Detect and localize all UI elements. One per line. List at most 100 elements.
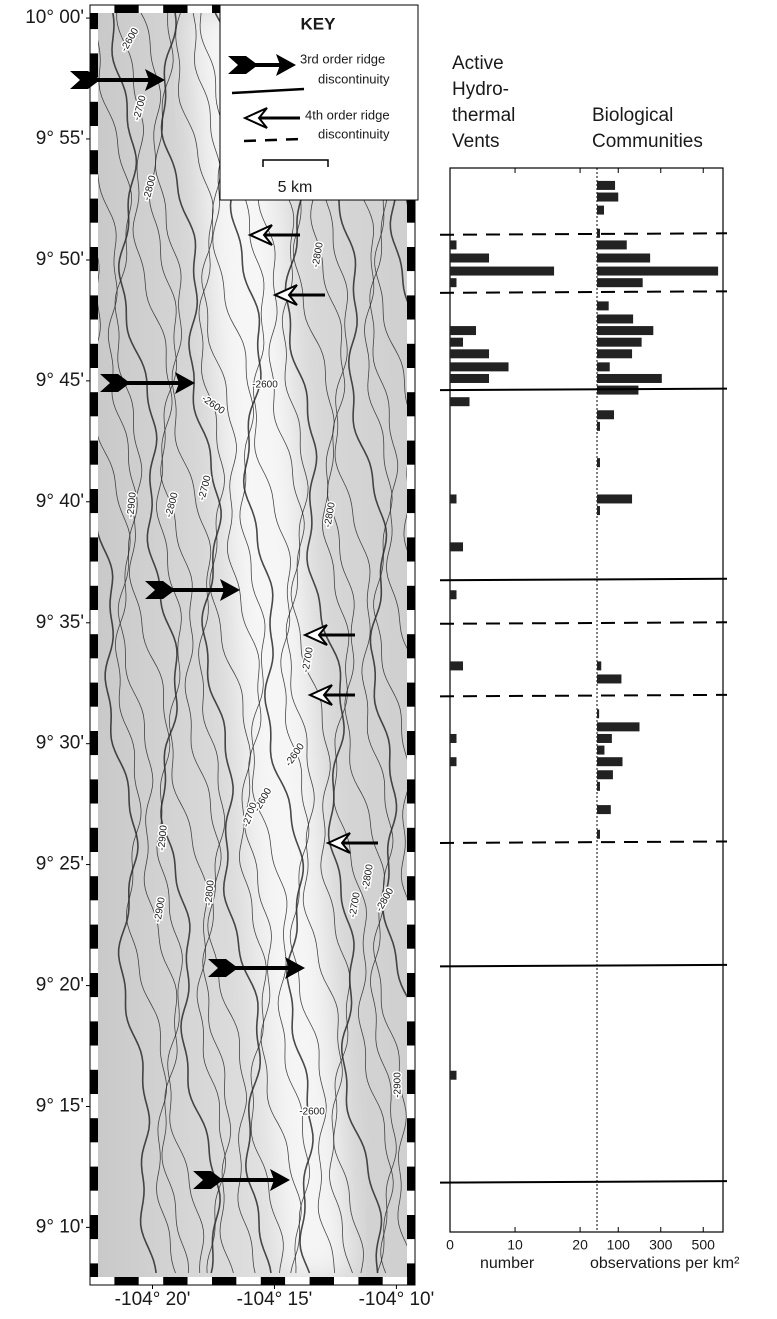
bar <box>450 494 457 503</box>
border-block <box>407 1191 415 1215</box>
border-block <box>90 900 98 924</box>
border-block <box>90 804 98 828</box>
border-block <box>90 489 98 513</box>
border-block <box>407 731 415 755</box>
border-block <box>90 223 98 247</box>
lat-tick-label: 10° 00' <box>25 7 84 28</box>
border-block <box>90 1215 98 1239</box>
border-block <box>114 1277 138 1285</box>
border-block <box>407 368 415 392</box>
bar <box>450 349 489 358</box>
lat-tick-label: 9° 30' <box>36 733 84 754</box>
border-block <box>407 586 415 610</box>
border-block <box>188 5 212 13</box>
border-block <box>407 925 415 949</box>
bar <box>597 362 610 371</box>
border-block <box>90 997 98 1021</box>
border-block <box>90 731 98 755</box>
border-block <box>407 513 415 537</box>
border-block <box>285 1277 309 1285</box>
bar <box>597 326 653 335</box>
x-tick-label: 100 <box>607 1237 631 1253</box>
border-block <box>90 949 98 973</box>
border-block <box>90 1191 98 1215</box>
discontinuity-line <box>440 579 727 581</box>
border-block <box>163 5 187 13</box>
border-block <box>407 199 415 223</box>
border-block <box>407 416 415 440</box>
lat-tick-label: 9° 15' <box>36 1096 84 1117</box>
lon-tick-label: -104° 15' <box>237 1289 313 1310</box>
border-block <box>90 1118 98 1142</box>
border-block <box>261 1277 285 1285</box>
border-block <box>90 320 98 344</box>
chart-title: Hydro- <box>452 79 509 100</box>
bar <box>597 734 612 743</box>
lat-tick-label: 9° 50' <box>36 249 84 270</box>
bar <box>597 661 601 670</box>
bar <box>450 253 489 262</box>
discontinuity-line <box>440 291 727 293</box>
border-block <box>114 5 138 13</box>
border-block <box>90 658 98 682</box>
bar <box>597 422 600 431</box>
border-block <box>407 1118 415 1142</box>
border-block <box>407 1277 415 1285</box>
border-block <box>188 1277 212 1285</box>
border-block <box>358 1277 382 1285</box>
bar <box>597 830 600 839</box>
border-block <box>407 1046 415 1070</box>
contour-label: -2900 <box>126 491 139 518</box>
border-block <box>90 1167 98 1191</box>
contour-label: -2900 <box>157 824 170 851</box>
border-block <box>139 1277 163 1285</box>
border-block <box>407 247 415 271</box>
border-block <box>139 5 163 13</box>
bar <box>597 267 718 276</box>
discontinuity-line <box>440 965 727 967</box>
border-block <box>90 465 98 489</box>
border-block <box>407 973 415 997</box>
key: KEY 3rd order ridge discontinuity 4th or… <box>220 5 418 200</box>
chart-title: Vents <box>452 131 500 152</box>
lat-tick-label: 9° 45' <box>36 370 84 391</box>
bar <box>450 397 470 406</box>
bar <box>450 278 457 287</box>
bar <box>450 1071 457 1080</box>
border-block <box>90 29 98 53</box>
border-block <box>407 779 415 803</box>
border-block <box>407 271 415 295</box>
border-block <box>90 416 98 440</box>
chart-title: Active <box>452 53 504 74</box>
bar <box>597 494 632 503</box>
bar <box>597 757 622 766</box>
border-block <box>163 1277 187 1285</box>
border-block <box>90 1046 98 1070</box>
lon-tick-label: -104° 20' <box>115 1289 191 1310</box>
border-block <box>90 852 98 876</box>
key-scale-label: 5 km <box>278 179 313 196</box>
border-block <box>407 562 415 586</box>
border-block <box>90 634 98 658</box>
border-block <box>407 1094 415 1118</box>
lat-tick-label: 9° 25' <box>36 854 84 875</box>
bar <box>597 181 615 190</box>
border-block <box>90 126 98 150</box>
bar <box>450 542 463 551</box>
x-tick-label: 300 <box>649 1237 673 1253</box>
key-title: KEY <box>301 14 337 33</box>
lat-tick-label: 9° 20' <box>36 975 84 996</box>
contour-label: -2800 <box>204 879 217 906</box>
border-block <box>90 1070 98 1094</box>
border-block <box>90 1239 98 1263</box>
border-block <box>407 295 415 319</box>
bar <box>597 770 613 779</box>
bar <box>597 746 604 755</box>
key-text: discontinuity <box>318 71 390 86</box>
border-block <box>90 5 114 13</box>
bar <box>597 229 600 238</box>
bar <box>450 661 463 670</box>
border-block <box>407 997 415 1021</box>
border-block <box>90 344 98 368</box>
bar <box>450 734 457 743</box>
